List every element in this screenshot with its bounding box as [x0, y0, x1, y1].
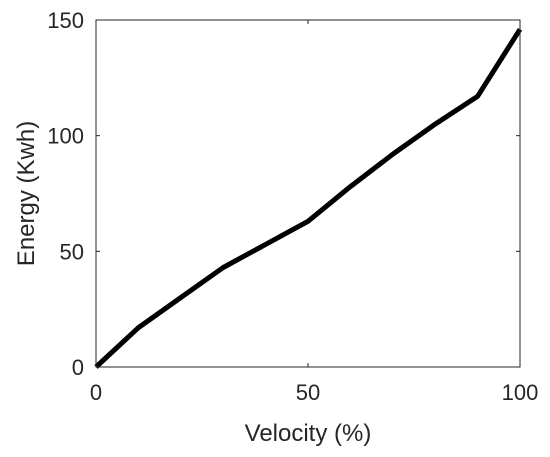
- y-axis-ticks: 0 50 100 150: [47, 8, 520, 380]
- y-tick-label: 100: [47, 124, 84, 149]
- x-axis-ticks: 0 50 100: [90, 20, 538, 405]
- y-tick-label: 0: [72, 355, 84, 380]
- y-tick-label: 50: [60, 239, 84, 264]
- y-axis-label: Energy (Kwh): [13, 121, 40, 266]
- series-layer: [94, 27, 523, 369]
- x-tick-label: 100: [502, 380, 539, 405]
- y-tick-label: 150: [47, 8, 84, 33]
- series-line: [94, 27, 523, 369]
- x-axis-label: Velocity (%): [245, 420, 372, 447]
- x-tick-label: 50: [296, 380, 320, 405]
- x-tick-label: 0: [90, 380, 102, 405]
